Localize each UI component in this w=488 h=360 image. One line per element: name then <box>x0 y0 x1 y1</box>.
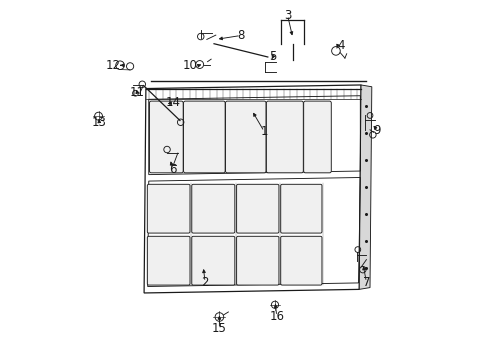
Text: 3: 3 <box>283 9 291 22</box>
FancyBboxPatch shape <box>183 101 224 173</box>
FancyBboxPatch shape <box>303 101 330 173</box>
Text: 4: 4 <box>337 39 345 52</box>
Text: 9: 9 <box>373 124 380 137</box>
FancyBboxPatch shape <box>266 101 303 173</box>
FancyBboxPatch shape <box>280 184 321 233</box>
FancyBboxPatch shape <box>147 236 190 285</box>
Text: 8: 8 <box>237 29 244 42</box>
FancyBboxPatch shape <box>149 101 183 173</box>
FancyBboxPatch shape <box>236 236 278 285</box>
Text: 7: 7 <box>362 276 369 289</box>
Text: 1: 1 <box>260 125 267 138</box>
Text: 6: 6 <box>169 163 176 176</box>
Text: 11: 11 <box>129 86 144 99</box>
FancyBboxPatch shape <box>191 236 234 285</box>
Text: 2: 2 <box>201 276 208 289</box>
FancyBboxPatch shape <box>191 184 234 233</box>
Text: 10: 10 <box>182 59 197 72</box>
Text: 14: 14 <box>165 96 180 109</box>
FancyBboxPatch shape <box>225 101 265 173</box>
Polygon shape <box>359 85 371 289</box>
Text: 5: 5 <box>269 50 276 63</box>
Text: 16: 16 <box>269 310 284 323</box>
FancyBboxPatch shape <box>236 184 278 233</box>
FancyBboxPatch shape <box>147 184 190 233</box>
Text: 12: 12 <box>105 59 121 72</box>
Text: 13: 13 <box>92 116 106 129</box>
FancyBboxPatch shape <box>280 236 321 285</box>
Text: 15: 15 <box>211 322 226 335</box>
